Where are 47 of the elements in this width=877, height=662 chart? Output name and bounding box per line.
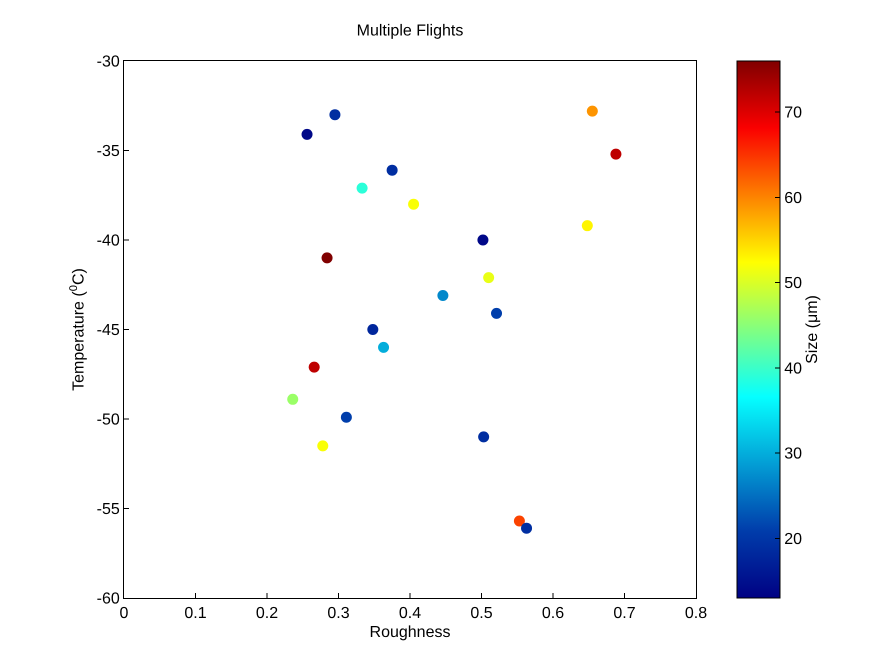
point (586, 106, 598, 117)
point (317, 440, 328, 452)
point (386, 164, 398, 176)
y-tick-label: -60 (96, 590, 120, 608)
chart-title: Multiple Flights (356, 22, 464, 40)
point (367, 324, 378, 335)
x-tick-label: 0.6 (542, 605, 564, 622)
point (329, 109, 340, 120)
x-tick-label: 0.1 (184, 605, 207, 622)
point (322, 252, 333, 264)
x-tick-label: 0.8 (684, 605, 708, 622)
x-tick-label: 0.4 (398, 605, 422, 622)
point (582, 220, 593, 232)
y-tick-label: -45 (96, 322, 120, 340)
y-tick-label: -40 (96, 232, 120, 250)
point (378, 342, 390, 353)
point (308, 362, 320, 373)
point (287, 394, 298, 405)
point (302, 128, 313, 140)
point (340, 412, 352, 423)
color-bar-title: Size (μm) (804, 295, 822, 364)
color-bar-label: 70 (784, 104, 802, 122)
point (491, 308, 502, 319)
point (521, 522, 532, 534)
color-bar-label: 50 (784, 275, 802, 292)
x-axis-title: Roughness (370, 624, 450, 641)
x-tick-label: 0.3 (327, 605, 350, 622)
x-tick-label: 0.2 (256, 605, 278, 622)
y-tick-label: -30 (96, 54, 120, 71)
x-tick-label: 0 (120, 605, 129, 622)
point (356, 182, 368, 194)
y-tick-label: -55 (96, 501, 120, 518)
point (514, 516, 525, 527)
color-bar-label: 40 (784, 360, 802, 378)
x-tick-label: 0.5 (470, 605, 493, 622)
color-bar-label: 60 (784, 190, 802, 207)
y-tick-label: -50 (96, 412, 120, 429)
point (610, 148, 622, 160)
point (408, 198, 420, 210)
point (477, 234, 488, 246)
point (483, 272, 494, 284)
color-bar-label: 30 (784, 446, 802, 463)
y-tick-label: -35 (96, 143, 120, 160)
point (437, 290, 448, 301)
x-tick-label: 0.7 (613, 605, 636, 622)
color-bar-label: 20 (784, 530, 802, 548)
point (478, 431, 490, 442)
